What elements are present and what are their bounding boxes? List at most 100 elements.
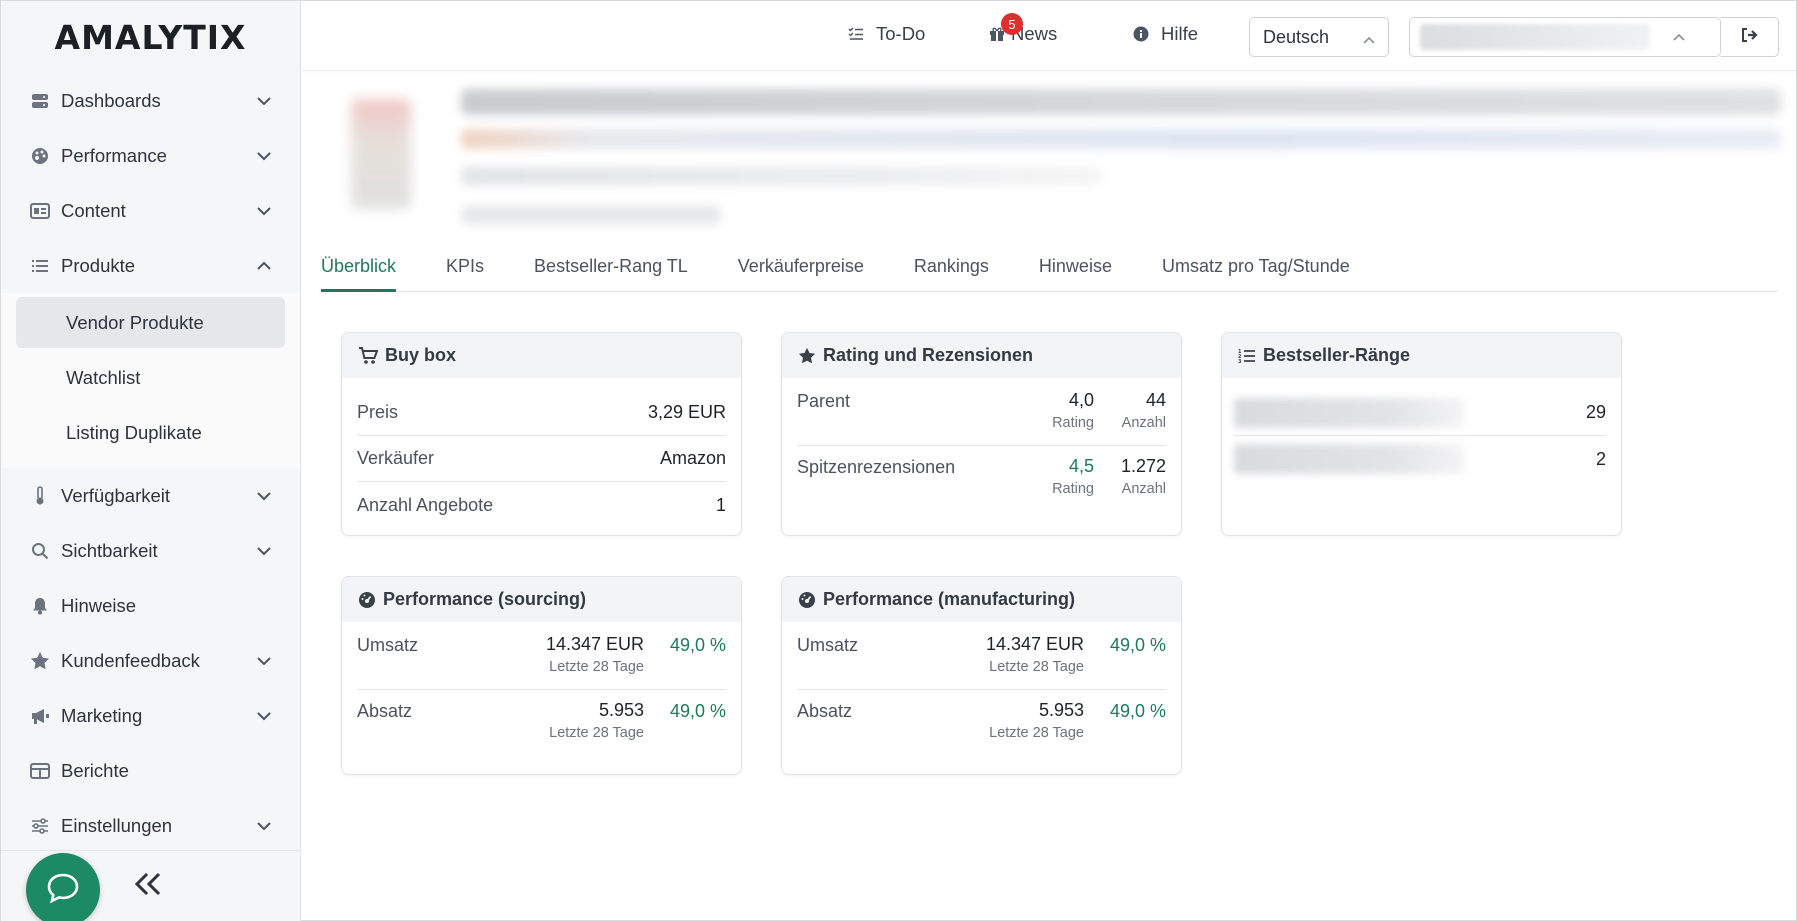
- tab-rankings[interactable]: Rankings: [913, 256, 989, 276]
- rating-value: 4,0: [1068, 390, 1094, 410]
- chevron-up-icon: [1672, 29, 1686, 47]
- tab-umsatz-pro-tag-stunde[interactable]: Umsatz pro Tag/Stunde: [1161, 256, 1350, 276]
- count-value: 44: [1145, 390, 1166, 410]
- card-header: Performance (manufacturing): [782, 577, 1181, 622]
- sidebar-item-label: Kundenfeedback: [61, 649, 200, 671]
- list-icon: [29, 255, 51, 277]
- perf-percent: 49,0 %: [669, 701, 726, 721]
- todo-link[interactable]: To-Do: [848, 23, 925, 45]
- sidebar-item-label: Content: [61, 199, 126, 221]
- tab-hinweise[interactable]: Hinweise: [1038, 256, 1112, 276]
- news-link[interactable]: 5 News: [989, 13, 1058, 45]
- count-caption: Anzahl: [1121, 415, 1166, 431]
- count-col: 1.272 Anzahl: [1094, 456, 1166, 497]
- buybox-row-price: Preis 3,29 EUR: [357, 390, 726, 436]
- sidebar-item-performance[interactable]: Performance: [1, 128, 300, 183]
- perf-row-absatz: Absatz 5.953 Letzte 28 Tage 49,0 %: [357, 690, 726, 756]
- count-value: 1.272: [1120, 456, 1166, 476]
- sidebar-item-sichtbarkeit[interactable]: Sichtbarkeit: [1, 523, 300, 578]
- perf-value: 5.953: [1038, 700, 1084, 720]
- chevron-down-icon: [256, 491, 272, 501]
- rating-card: Rating und Rezensionen Parent 4,0 Rating…: [781, 332, 1182, 536]
- product-header: [301, 71, 1796, 236]
- row-label: Anzahl Angebote: [357, 494, 494, 515]
- account-select[interactable]: [1409, 17, 1721, 57]
- product-meta-redacted: [461, 129, 1781, 149]
- language-select[interactable]: Deutsch: [1249, 17, 1389, 57]
- product-tabs: Überblick KPIs Bestseller-Rang TL Verkäu…: [321, 244, 1778, 292]
- product-image: [351, 99, 411, 209]
- star-icon: [29, 650, 51, 672]
- sidebar-item-label: Produkte: [61, 254, 136, 276]
- card-title: Rating und Rezensionen: [823, 345, 1034, 365]
- count-caption: Anzahl: [1121, 481, 1166, 497]
- sidebar-subitem-watchlist[interactable]: Watchlist: [66, 366, 141, 388]
- card-header: Rating und Rezensionen: [782, 333, 1181, 378]
- rating-row-top-reviews: Spitzenrezensionen 4,5 Rating 1.272 Anza…: [797, 446, 1166, 512]
- row-label: Umsatz: [357, 635, 419, 655]
- table-icon: [29, 760, 51, 782]
- collapse-sidebar-button[interactable]: [133, 871, 163, 902]
- rating-caption: Rating: [1052, 481, 1094, 497]
- perf-row-absatz: Absatz 5.953 Letzte 28 Tage 49,0 %: [797, 690, 1166, 756]
- sidebar-item-hinweise[interactable]: Hinweise: [1, 578, 300, 633]
- shopping-cart-icon: [358, 346, 378, 365]
- buybox-card: Buy box Preis 3,29 EUR Verkäufer Amazon …: [341, 332, 742, 536]
- help-link[interactable]: Hilfe: [1133, 23, 1198, 45]
- chevron-up-icon: [1362, 29, 1376, 50]
- sidebar-item-verfuegbarkeit[interactable]: Verfügbarkeit: [1, 468, 300, 523]
- row-value: 3,29 EUR: [647, 402, 726, 422]
- server-icon: [29, 90, 51, 112]
- perf-value: 14.347 EUR: [545, 634, 644, 654]
- perf-row-umsatz: Umsatz 14.347 EUR Letzte 28 Tage 49,0 %: [357, 624, 726, 690]
- row-value: Amazon: [659, 448, 726, 468]
- sidebar-item-produkte[interactable]: Produkte: [1, 238, 300, 293]
- chat-button[interactable]: [26, 853, 100, 921]
- perf-period: Letzte 28 Tage: [989, 659, 1084, 675]
- gauge-icon: [358, 591, 376, 609]
- sidebar-subitem-vendor-produkte[interactable]: Vendor Produkte: [16, 297, 285, 348]
- row-label: Absatz: [797, 701, 853, 721]
- chevron-down-icon: [256, 711, 272, 721]
- perf-row-umsatz: Umsatz 14.347 EUR Letzte 28 Tage 49,0 %: [797, 624, 1166, 690]
- megaphone-icon: [29, 705, 51, 727]
- buybox-row-seller: Verkäufer Amazon: [357, 436, 726, 482]
- card-body: Umsatz 14.347 EUR Letzte 28 Tage 49,0 % …: [342, 622, 741, 756]
- sidebar-item-berichte[interactable]: Berichte: [1, 743, 300, 798]
- card-body: Preis 3,29 EUR Verkäufer Amazon Anzahl A…: [342, 378, 741, 528]
- sidebar-item-marketing[interactable]: Marketing: [1, 688, 300, 743]
- todo-label: To-Do: [876, 23, 926, 44]
- performance-manufacturing-card: Performance (manufacturing) Umsatz 14.34…: [781, 576, 1182, 775]
- bell-icon: [29, 595, 51, 617]
- news-badge: 5: [1001, 13, 1023, 35]
- perf-value-group: 14.347 EUR Letzte 28 Tage: [546, 634, 644, 675]
- news-label: News: [1011, 23, 1058, 44]
- chevron-down-icon: [256, 206, 272, 216]
- perf-percent: 49,0 %: [669, 635, 726, 655]
- chat-bubble-icon: [46, 872, 80, 909]
- card-title: Bestseller-Ränge: [1263, 345, 1411, 365]
- sidebar-item-kundenfeedback[interactable]: Kundenfeedback: [1, 633, 300, 688]
- perf-period: Letzte 28 Tage: [549, 725, 644, 741]
- sidebar-subitem-listing-duplikate[interactable]: Listing Duplikate: [66, 421, 202, 443]
- chevron-down-icon: [256, 96, 272, 106]
- count-col: 44 Anzahl: [1094, 390, 1166, 431]
- perf-value-group: 5.953 Letzte 28 Tage: [989, 700, 1084, 741]
- tab-bestseller-rang-tl[interactable]: Bestseller-Rang TL: [534, 256, 688, 276]
- sidebar-item-einstellungen[interactable]: Einstellungen: [1, 798, 300, 853]
- perf-value: 5.953: [598, 700, 644, 720]
- logout-button[interactable]: [1721, 17, 1779, 57]
- app-logo[interactable]: AMALYTIX: [54, 17, 247, 57]
- tab-verkaeuferpreise[interactable]: Verkäuferpreise: [737, 256, 864, 276]
- sidebar-item-content[interactable]: Content: [1, 183, 300, 238]
- row-label: Umsatz: [797, 635, 859, 655]
- tab-ueberblick[interactable]: Überblick: [321, 244, 397, 292]
- svg-text:3: 3: [1238, 359, 1242, 364]
- row-label: Parent: [797, 391, 851, 411]
- tab-kpis[interactable]: KPIs: [446, 256, 485, 276]
- product-title-redacted: [461, 89, 1781, 115]
- gift-icon: [989, 26, 1005, 42]
- sidebar-item-dashboards[interactable]: Dashboards: [1, 73, 300, 128]
- rating-col: 4,0 Rating: [1034, 390, 1094, 431]
